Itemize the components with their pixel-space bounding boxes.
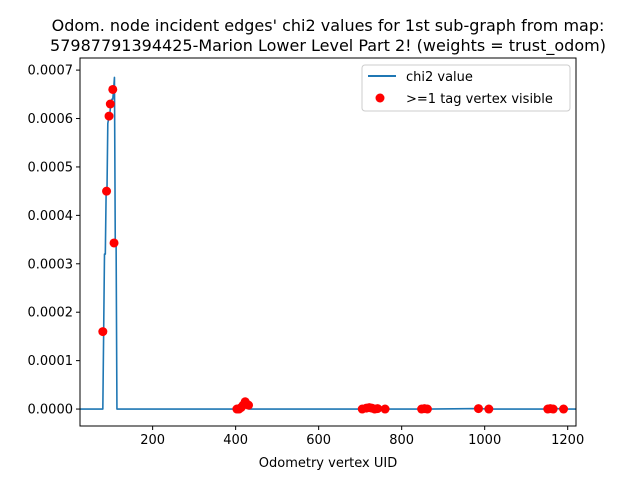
tag-visible-point	[102, 186, 112, 196]
legend-marker-swatch	[375, 93, 385, 103]
y-tick-label: 0.0003	[28, 257, 74, 272]
plot-area	[80, 58, 576, 426]
tag-visible-point	[105, 99, 115, 109]
x-tick-label: 800	[389, 433, 414, 448]
x-tick-label: 600	[306, 433, 331, 448]
tag-visible-point	[548, 404, 558, 414]
chart-title-line-2: 57987791394425-Marion Lower Level Part 2…	[50, 36, 606, 56]
y-tick-label: 0.0000	[28, 403, 74, 418]
y-tick-label: 0.0002	[28, 306, 74, 321]
x-tick-label: 400	[223, 433, 248, 448]
x-axis-label: Odometry vertex UID	[259, 456, 397, 471]
tag-visible-point	[98, 327, 108, 337]
x-tick-label: 1200	[551, 433, 584, 448]
y-tick-label: 0.0004	[28, 209, 74, 224]
tag-visible-point	[244, 400, 254, 410]
tag-visible-point	[484, 404, 494, 414]
legend-box	[361, 64, 571, 112]
plot-frame	[79, 57, 577, 427]
tick-layer: 200 400 600 800 1000 1200 0.0000 0.0001 0.0002 0.…	[28, 64, 585, 448]
tag-visible-point	[559, 404, 569, 414]
tag-visible-point	[108, 84, 118, 94]
chart-title-line-1: Odom. node incident edges' chi2 values f…	[52, 16, 605, 35]
tag-visible-point	[104, 111, 114, 121]
tag-visible-point	[380, 404, 390, 414]
tag-visible-point	[422, 404, 432, 414]
y-tick-label: 0.0001	[28, 354, 74, 369]
legend-label-scatter: >=1 tag vertex visible	[406, 92, 553, 107]
y-tick-label: 0.0006	[28, 112, 74, 127]
tag-visible-point	[373, 404, 383, 414]
data-layer	[80, 76, 576, 414]
tag-visible-point	[109, 238, 119, 248]
legend-label-line: chi2 value	[406, 70, 473, 85]
tag-visible-point	[473, 404, 483, 414]
x-tick-label: 200	[140, 433, 165, 448]
y-tick-label: 0.0005	[28, 160, 74, 175]
y-tick-label: 0.0007	[28, 64, 74, 79]
x-tick-label: 1000	[468, 433, 501, 448]
legend: chi2 value >=1 tag vertex visible	[361, 64, 571, 112]
